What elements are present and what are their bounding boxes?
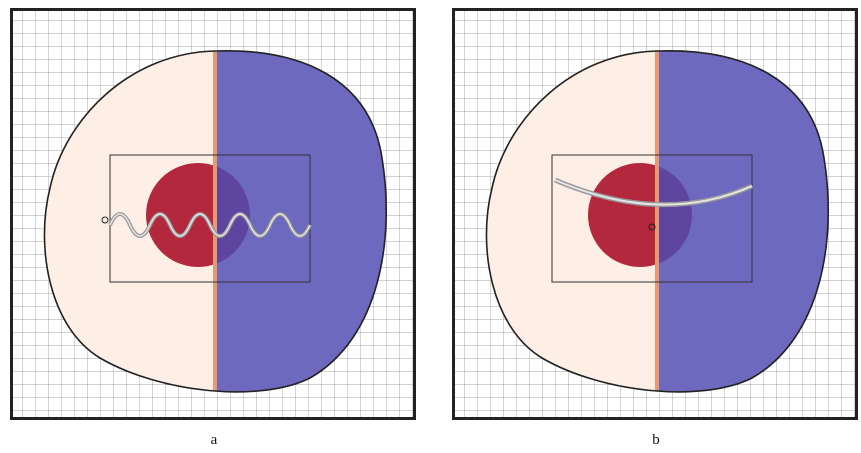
panel-label: b [652, 432, 660, 448]
page: a b (() => { const data = JSON.parse(doc… [0, 0, 861, 453]
panel-a [10, 8, 425, 420]
figure: a b [0, 0, 861, 453]
panel-b [452, 8, 861, 420]
panel-label: a [211, 432, 218, 448]
